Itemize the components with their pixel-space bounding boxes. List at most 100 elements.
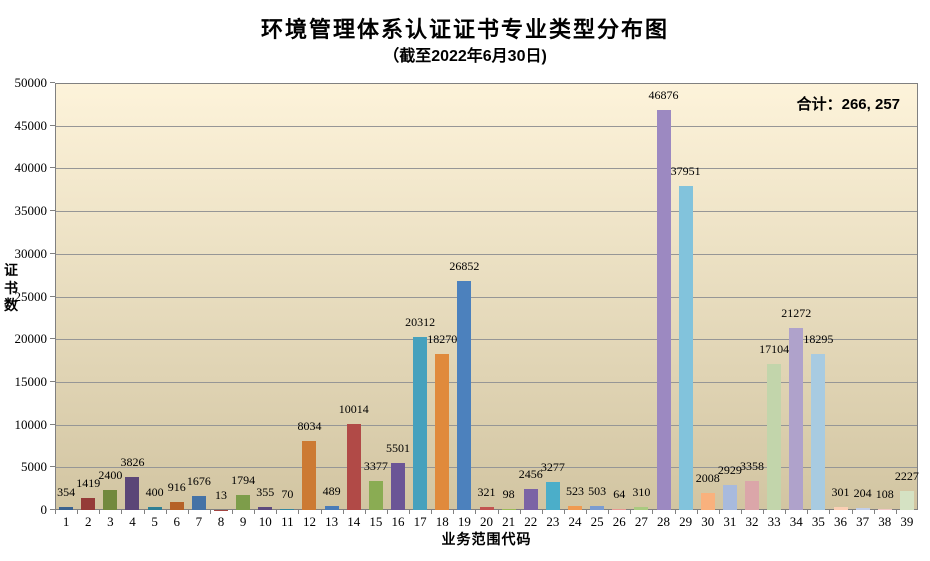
- x-tick-label: 24: [568, 514, 582, 529]
- bar-category-31: [722, 485, 737, 510]
- x-tick-label: 13: [325, 514, 339, 529]
- y-tick-mark: [50, 82, 55, 83]
- x-tick-label: 34: [789, 514, 803, 529]
- bar-category-17: [413, 336, 428, 510]
- x-tick-mark: [187, 510, 189, 514]
- bar-category-13: [324, 505, 339, 510]
- x-tick-mark: [386, 510, 388, 514]
- bar-category-36: [833, 507, 848, 510]
- x-tick-mark: [77, 510, 79, 514]
- x-tick-label: 27: [634, 514, 648, 529]
- x-tick-label: 5: [151, 514, 158, 529]
- x-tick-label: 23: [546, 514, 560, 529]
- x-tick-mark: [807, 510, 809, 514]
- y-tick-mark: [50, 124, 55, 126]
- y-tick-mark: [50, 338, 55, 340]
- x-tick-mark: [586, 510, 588, 514]
- bar-category-7: [191, 495, 206, 510]
- bar-category-19: [457, 280, 472, 510]
- total-label: 合计：266, 257: [796, 96, 900, 113]
- x-tick-label: 18: [435, 514, 449, 529]
- x-tick-mark: [785, 510, 787, 514]
- gridline: [56, 381, 917, 383]
- x-tick-mark: [873, 510, 875, 514]
- x-tick-mark: [630, 510, 632, 514]
- x-tick-label: 9: [239, 514, 247, 529]
- x-tick-label: 37: [856, 514, 870, 529]
- x-tick-label: 6: [173, 514, 180, 529]
- x-tick-label: 14: [347, 514, 361, 529]
- x-tick-mark: [608, 510, 610, 514]
- x-tick-label: 4: [129, 514, 136, 529]
- x-tick-label: 12: [302, 514, 316, 529]
- x-tick-label: 1: [62, 514, 70, 529]
- x-tick-label: 31: [723, 514, 737, 529]
- bar-category-28: [656, 109, 671, 510]
- y-tick-mark: [50, 423, 55, 425]
- x-tick-label: 30: [701, 514, 715, 529]
- x-tick-mark: [55, 510, 56, 514]
- y-tick-label: 50000: [14, 75, 48, 90]
- x-tick-mark: [276, 510, 278, 514]
- x-tick-label: 11: [281, 514, 294, 529]
- gridline: [56, 125, 917, 127]
- x-tick-mark: [497, 510, 499, 514]
- x-tick-label: 20: [480, 514, 493, 529]
- bar-category-34: [789, 328, 804, 510]
- x-tick-label: 16: [391, 514, 405, 529]
- bar-category-20: [479, 507, 494, 510]
- bar-category-15: [368, 481, 383, 510]
- chart-title: 环境管理体系认证证书专业类型分布图: [260, 17, 669, 42]
- x-tick-mark: [652, 510, 654, 514]
- x-tick-label: 22: [524, 514, 538, 529]
- bar-category-6: [169, 502, 184, 510]
- x-tick-mark: [519, 510, 521, 514]
- x-tick-mark: [431, 510, 433, 514]
- y-tick-label: 40000: [14, 160, 48, 176]
- gridline: [56, 424, 917, 426]
- x-tick-label: 36: [834, 514, 848, 529]
- bar-category-21: [501, 509, 516, 510]
- x-tick-label: 29: [679, 514, 693, 529]
- x-tick-mark: [99, 510, 101, 514]
- x-tick-mark: [674, 510, 676, 514]
- x-tick-label: 35: [811, 514, 825, 529]
- bar-category-26: [612, 509, 627, 510]
- bar-category-27: [634, 507, 649, 510]
- bar-category-2: [81, 497, 96, 510]
- x-tick-label: 38: [878, 514, 892, 529]
- bar-category-30: [700, 492, 715, 510]
- bar-category-29: [678, 185, 693, 510]
- x-tick-mark: [895, 510, 897, 514]
- x-tick-mark: [696, 510, 698, 514]
- bar-category-38: [877, 509, 892, 510]
- x-tick-label: 15: [369, 514, 383, 529]
- x-tick-mark: [718, 510, 720, 514]
- x-tick-label: 8: [217, 514, 225, 529]
- y-tick-mark: [50, 295, 55, 297]
- y-tick-mark: [50, 509, 55, 510]
- x-tick-mark: [121, 510, 123, 514]
- x-tick-label: 26: [612, 514, 626, 529]
- x-tick-mark: [320, 510, 322, 514]
- x-axis-title: 业务范围代码: [441, 531, 532, 547]
- y-tick-mark: [50, 380, 55, 382]
- gridline: [56, 296, 917, 298]
- bar-category-4: [125, 477, 140, 510]
- x-tick-mark: [232, 510, 234, 514]
- x-tick-mark: [298, 510, 300, 514]
- x-tick-mark: [829, 510, 831, 514]
- x-tick-mark: [475, 510, 477, 514]
- y-tick-mark: [50, 466, 55, 468]
- bar-category-23: [545, 482, 560, 510]
- bar-category-33: [767, 363, 782, 510]
- x-tick-mark: [209, 510, 211, 514]
- x-tick-mark: [851, 510, 853, 514]
- y-tick-mark: [50, 210, 55, 212]
- bar-category-11: [280, 509, 295, 510]
- bar-category-16: [390, 463, 405, 510]
- bar-category-1: [59, 506, 74, 510]
- x-tick-mark: [541, 510, 543, 514]
- gridline: [56, 253, 917, 255]
